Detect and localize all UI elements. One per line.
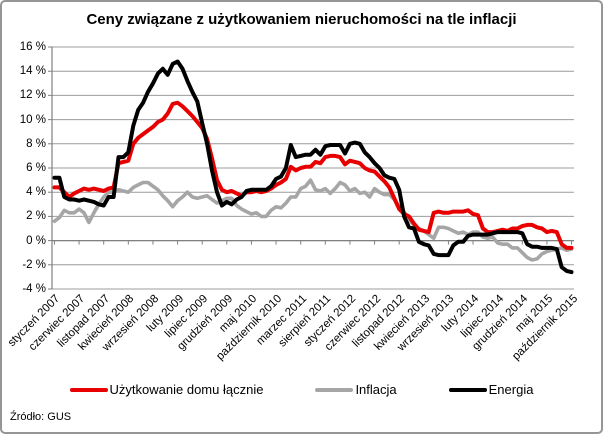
y-axis-label: 0 % <box>26 234 46 247</box>
y-axis-label: -2 % <box>22 258 46 271</box>
y-axis-label: 10 % <box>19 113 46 126</box>
series-line-1 <box>52 178 574 262</box>
legend-item-inflacja: Inflacja <box>315 382 397 397</box>
y-axis-label: 4 % <box>26 186 46 199</box>
legend-swatch-black-line-icon <box>448 387 487 392</box>
legend-item-uzytkowanie-domu-lacznie: Użytkowanie domu łącznie <box>69 382 264 397</box>
legend-label: Użytkowanie domu łącznie <box>109 382 264 397</box>
legend: Użytkowanie domu łącznie Inflacja Energi… <box>2 382 601 397</box>
series-line-0 <box>52 100 574 250</box>
series-line-2 <box>52 59 574 275</box>
y-axis-label: -4 % <box>22 283 46 295</box>
legend-item-energia: Energia <box>448 382 534 397</box>
legend-label: Energia <box>488 382 534 397</box>
y-axis-label: 16 % <box>19 41 46 53</box>
legend-swatch-red-line-icon <box>69 387 108 392</box>
source-note: Źródło: GUS <box>10 411 72 423</box>
legend-swatch-gray-line-icon <box>315 387 354 392</box>
legend-label: Inflacja <box>355 382 397 397</box>
y-axis-label: 8 % <box>26 137 46 150</box>
chart-title: Ceny związane z użytkowaniem nieruchomoś… <box>86 11 517 28</box>
y-axis-label: 6 % <box>26 162 46 174</box>
y-axis-label: 12 % <box>19 89 46 102</box>
y-axis-label: 14 % <box>19 65 46 78</box>
y-axis-label: 2 % <box>26 210 46 223</box>
